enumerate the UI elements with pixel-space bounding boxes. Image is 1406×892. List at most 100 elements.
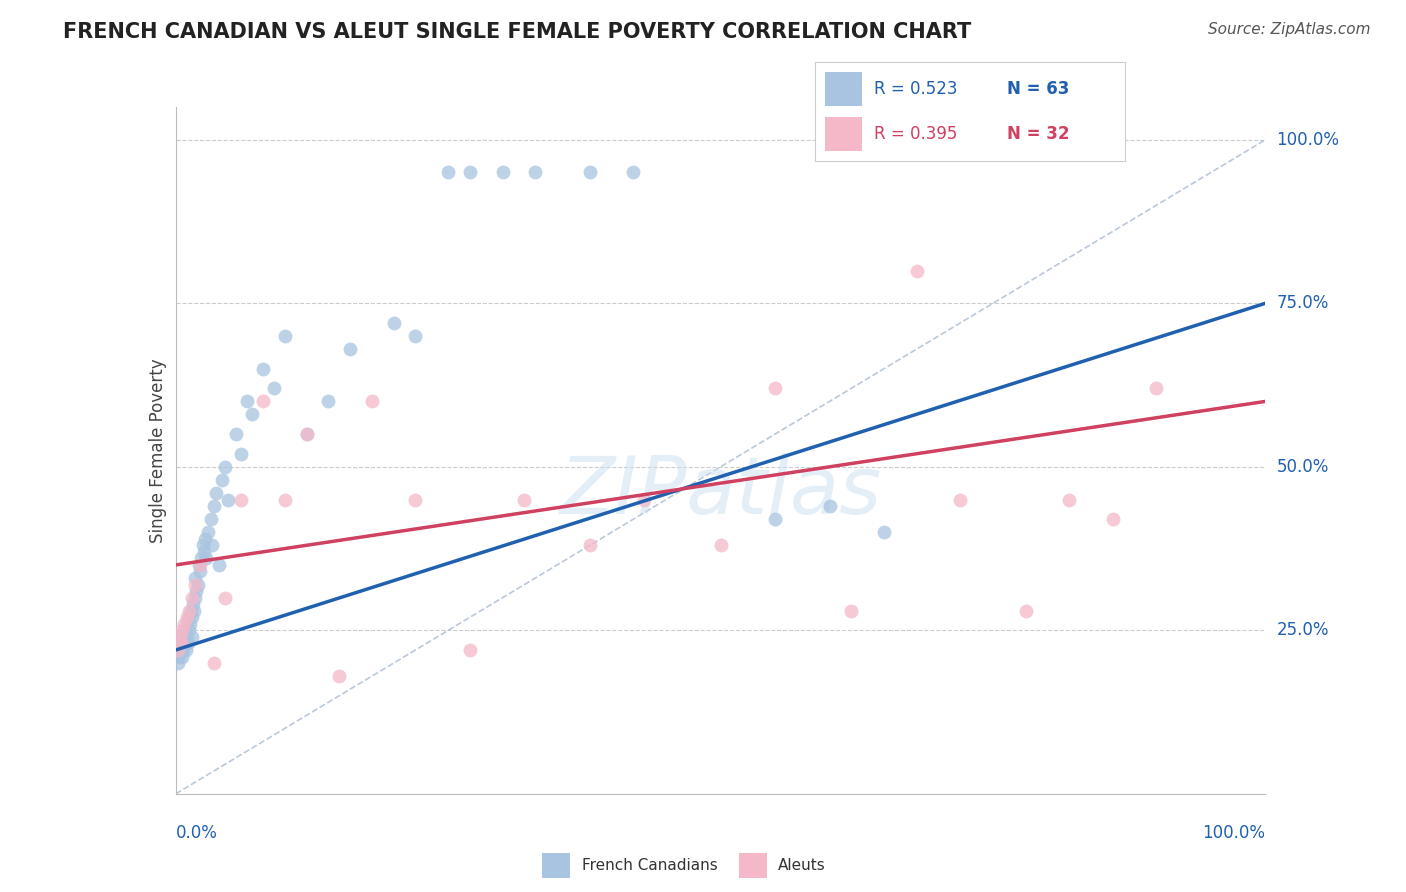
- Point: [176, 610, 198, 624]
- Point: [263, 381, 285, 395]
- Point: [202, 499, 225, 513]
- Point: [170, 636, 193, 650]
- Point: [382, 316, 405, 330]
- Point: [181, 630, 204, 644]
- Point: [633, 492, 655, 507]
- Point: [274, 492, 297, 507]
- Point: [1057, 492, 1080, 507]
- Point: [181, 597, 204, 611]
- Point: [235, 394, 257, 409]
- Point: [579, 538, 602, 552]
- Point: [184, 577, 207, 591]
- Point: [252, 361, 274, 376]
- Point: [188, 565, 211, 579]
- Point: [167, 649, 190, 664]
- FancyBboxPatch shape: [825, 72, 862, 105]
- FancyBboxPatch shape: [740, 853, 766, 878]
- Point: [524, 165, 547, 179]
- Point: [201, 538, 224, 552]
- Point: [173, 636, 195, 650]
- Point: [179, 616, 201, 631]
- Point: [405, 492, 427, 507]
- Text: N = 32: N = 32: [1007, 125, 1070, 143]
- Text: 50.0%: 50.0%: [1277, 458, 1329, 475]
- Point: [186, 577, 209, 591]
- Point: [177, 624, 200, 638]
- Point: [176, 616, 198, 631]
- Text: Source: ZipAtlas.com: Source: ZipAtlas.com: [1208, 22, 1371, 37]
- Point: [492, 165, 515, 179]
- Text: ZIPatlas: ZIPatlas: [560, 452, 882, 531]
- Point: [405, 329, 427, 343]
- Point: [177, 636, 200, 650]
- Point: [318, 394, 340, 409]
- Point: [1144, 381, 1167, 395]
- Point: [763, 512, 786, 526]
- Point: [174, 643, 197, 657]
- Point: [200, 512, 222, 526]
- Point: [191, 538, 214, 552]
- Point: [176, 630, 198, 644]
- Point: [621, 165, 644, 179]
- Point: [169, 630, 191, 644]
- Point: [214, 459, 236, 474]
- Point: [167, 656, 190, 670]
- Point: [328, 669, 350, 683]
- Point: [240, 408, 263, 422]
- Point: [172, 630, 194, 644]
- Point: [360, 394, 382, 409]
- Point: [197, 525, 219, 540]
- Point: [437, 165, 460, 179]
- Point: [169, 643, 191, 657]
- Point: [513, 492, 536, 507]
- Text: R = 0.523: R = 0.523: [875, 80, 957, 98]
- Point: [184, 571, 207, 585]
- Text: 0.0%: 0.0%: [176, 824, 218, 842]
- Point: [295, 427, 318, 442]
- Point: [208, 558, 231, 572]
- Point: [214, 591, 236, 605]
- Text: 100.0%: 100.0%: [1202, 824, 1265, 842]
- Text: R = 0.395: R = 0.395: [875, 125, 957, 143]
- Point: [763, 381, 786, 395]
- Point: [193, 545, 215, 559]
- Point: [202, 656, 225, 670]
- Point: [183, 604, 205, 618]
- Point: [173, 616, 195, 631]
- Text: 75.0%: 75.0%: [1277, 294, 1329, 312]
- Point: [1015, 604, 1038, 618]
- Point: [458, 165, 481, 179]
- Point: [177, 604, 200, 618]
- Point: [873, 525, 896, 540]
- Point: [173, 624, 195, 638]
- Point: [172, 643, 194, 657]
- Point: [217, 492, 239, 507]
- Point: [172, 636, 194, 650]
- FancyBboxPatch shape: [543, 853, 569, 878]
- Point: [188, 558, 211, 572]
- FancyBboxPatch shape: [825, 118, 862, 151]
- Point: [949, 492, 972, 507]
- Point: [167, 643, 190, 657]
- Point: [818, 499, 841, 513]
- Point: [170, 643, 193, 657]
- Point: [184, 591, 207, 605]
- Point: [339, 342, 361, 356]
- Point: [252, 394, 274, 409]
- Point: [231, 447, 253, 461]
- Text: French Canadians: French Canadians: [582, 858, 717, 872]
- Point: [172, 649, 194, 664]
- Text: 100.0%: 100.0%: [1277, 131, 1340, 149]
- Point: [181, 591, 204, 605]
- Point: [579, 165, 602, 179]
- Point: [190, 551, 212, 566]
- Point: [195, 551, 218, 566]
- Point: [295, 427, 318, 442]
- Text: 25.0%: 25.0%: [1277, 622, 1329, 640]
- Point: [205, 486, 228, 500]
- Point: [231, 492, 253, 507]
- Point: [186, 584, 208, 599]
- Point: [274, 329, 297, 343]
- Point: [841, 604, 863, 618]
- Point: [187, 558, 209, 572]
